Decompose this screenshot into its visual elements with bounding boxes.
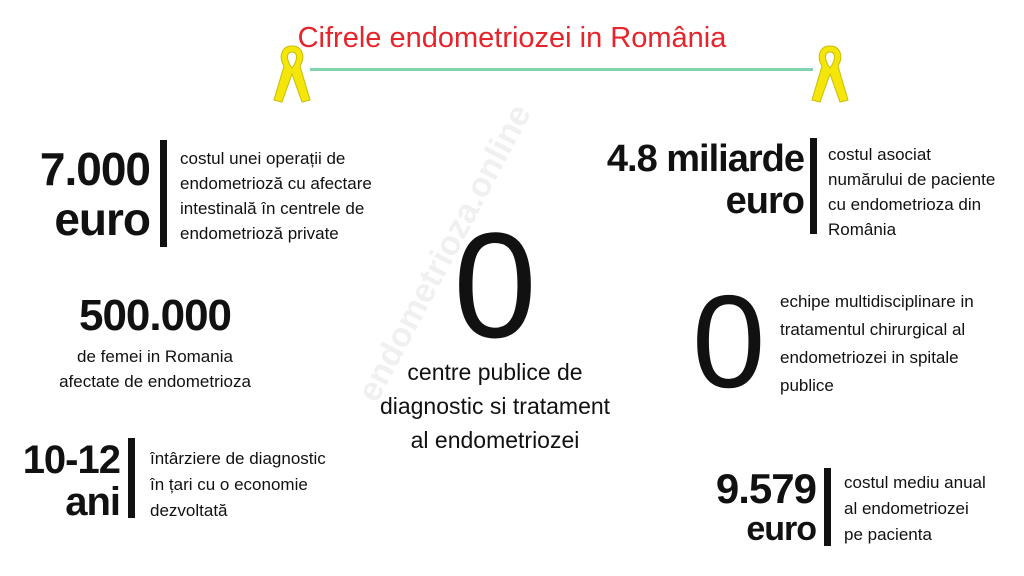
- divider-bar: [160, 140, 167, 247]
- women-affected-description: de femei in Romania afectate de endometr…: [59, 347, 251, 391]
- diagnosis-delay-value: 10-12 ani: [22, 438, 121, 524]
- public-centers-value: 0: [453, 201, 537, 369]
- women-affected-value: 500.000: [78, 291, 232, 340]
- awareness-ribbon-icon: [273, 45, 311, 103]
- title-underline: [310, 68, 813, 71]
- teams-value: 0: [692, 268, 766, 415]
- divider-bar: [128, 438, 135, 518]
- teams-description: echipe multidisciplinare in tratamentul …: [780, 292, 974, 395]
- national-cost-description: costul asociat numărului de paciente cu …: [828, 145, 996, 239]
- public-centers-description: centre publice de diagnostic si tratamen…: [379, 359, 611, 453]
- national-cost-value: 4.8 miliarde euro: [606, 138, 805, 222]
- annual-cost-description: costul mediu anual al endometriozei pe p…: [844, 473, 986, 544]
- diagnosis-delay-description: întârziere de diagnostic în țari cu o ec…: [150, 449, 326, 520]
- divider-bar: [824, 468, 831, 546]
- awareness-ribbon-icon: [811, 45, 849, 103]
- operation-cost-value: 7.000 euro: [39, 143, 151, 245]
- annual-cost-value: 9.579 euro: [715, 465, 817, 548]
- operation-cost-description: costul unei operații de endometrioză cu …: [180, 149, 372, 243]
- divider-bar: [810, 138, 817, 234]
- page-title: Cifrele endometriozei in România: [297, 22, 727, 54]
